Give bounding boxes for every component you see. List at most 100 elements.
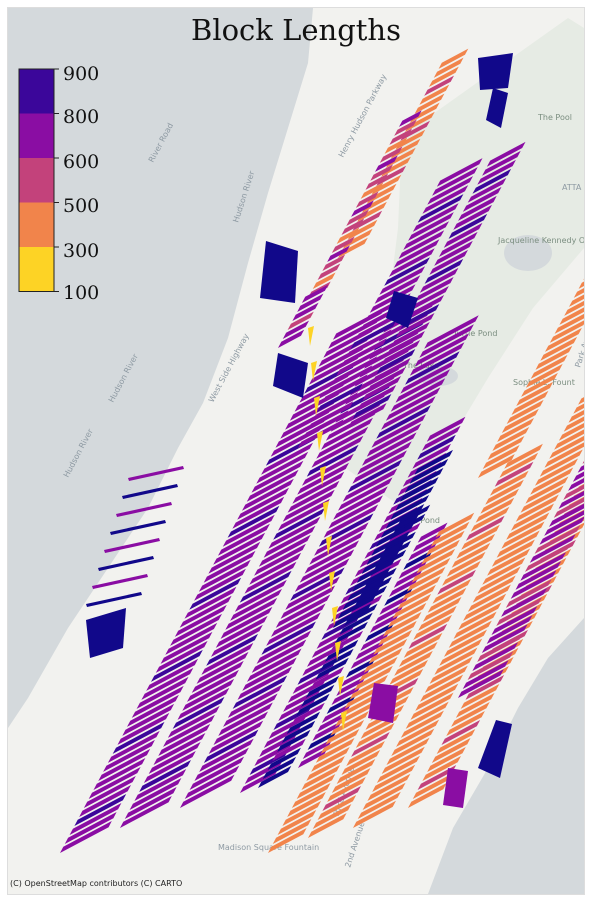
city-block	[325, 639, 359, 662]
city-block	[482, 445, 520, 469]
city-block	[525, 363, 563, 388]
city-block	[530, 467, 574, 495]
city-block	[237, 666, 292, 700]
city-block	[393, 567, 424, 588]
city-block	[124, 787, 177, 819]
city-block	[472, 168, 512, 194]
city-block	[573, 403, 584, 414]
city-block	[74, 794, 127, 826]
city-block	[439, 231, 478, 257]
city-block	[218, 702, 273, 736]
city-block	[222, 514, 275, 547]
city-block	[472, 642, 518, 671]
legend-tick-600: 600	[63, 151, 100, 173]
city-block	[333, 486, 388, 520]
city-block	[363, 647, 403, 673]
city-block	[328, 495, 383, 529]
city-block	[262, 756, 297, 779]
city-block	[582, 461, 584, 464]
city-block	[408, 540, 438, 561]
block-map: Hudson River Hudson River Hudson River R…	[8, 8, 584, 894]
city-block	[372, 764, 416, 792]
city-block	[399, 110, 422, 127]
city-block	[278, 498, 330, 531]
city-block	[381, 156, 411, 177]
city-block	[525, 543, 571, 572]
city-block	[368, 638, 408, 664]
city-block	[187, 669, 239, 702]
city-block	[390, 495, 430, 520]
city-block	[492, 427, 530, 451]
block-dark-2	[386, 291, 418, 328]
city-block	[184, 586, 237, 619]
city-block	[327, 245, 350, 262]
city-block	[501, 588, 547, 617]
city-block	[360, 630, 390, 651]
city-block	[333, 603, 372, 628]
pier	[98, 556, 154, 571]
city-block	[387, 602, 427, 628]
city-block	[535, 345, 573, 370]
city-block	[422, 425, 461, 451]
city-block	[515, 494, 559, 522]
hudson-river	[8, 8, 313, 728]
city-block	[405, 351, 460, 385]
city-block	[461, 524, 500, 550]
city-block	[357, 385, 397, 410]
city-block	[420, 674, 464, 702]
city-block	[351, 200, 374, 217]
pier	[92, 574, 148, 589]
city-block	[393, 239, 440, 268]
city-block	[268, 516, 321, 549]
city-block	[203, 729, 259, 763]
city-block	[410, 286, 449, 311]
city-block	[275, 594, 331, 628]
the-pond-label: The Pond	[402, 516, 440, 525]
city-block	[417, 194, 464, 223]
city-block	[355, 723, 395, 748]
small-block	[335, 641, 341, 661]
city-block	[578, 281, 584, 289]
city-block	[424, 315, 479, 349]
city-block	[381, 396, 436, 430]
city-block	[331, 768, 371, 793]
city-block	[296, 693, 330, 716]
city-block	[563, 416, 584, 432]
city-block	[415, 277, 454, 302]
city-block	[504, 443, 543, 469]
city-block	[414, 449, 453, 475]
city-block	[256, 630, 312, 664]
city-block	[465, 675, 505, 700]
city-block	[199, 738, 254, 772]
city-block	[292, 302, 319, 321]
city-block	[143, 751, 196, 783]
city-block	[136, 676, 189, 709]
city-block	[341, 666, 371, 687]
city-block	[341, 218, 365, 235]
city-block	[263, 525, 316, 558]
city-block	[391, 728, 435, 756]
city-block	[120, 796, 172, 828]
city-block	[430, 521, 470, 547]
city-block	[165, 622, 218, 655]
city-block	[408, 783, 447, 808]
pier	[122, 484, 178, 499]
city-block	[351, 732, 390, 757]
city-block	[408, 212, 454, 241]
city-block	[362, 376, 401, 401]
city-block	[572, 471, 584, 482]
city-block	[412, 531, 443, 552]
city-block	[413, 614, 452, 640]
city-block	[419, 84, 450, 105]
city-block	[158, 723, 211, 756]
map-panel[interactable]: Hudson River Hudson River Hudson River R…	[7, 7, 585, 895]
city-block	[312, 720, 343, 741]
city-block	[494, 461, 534, 487]
city-block	[282, 801, 321, 826]
city-block	[321, 374, 368, 403]
the-lake-label: The Lake	[402, 361, 439, 370]
city-block	[520, 485, 564, 513]
city-block	[282, 489, 335, 522]
city-block	[357, 441, 412, 475]
